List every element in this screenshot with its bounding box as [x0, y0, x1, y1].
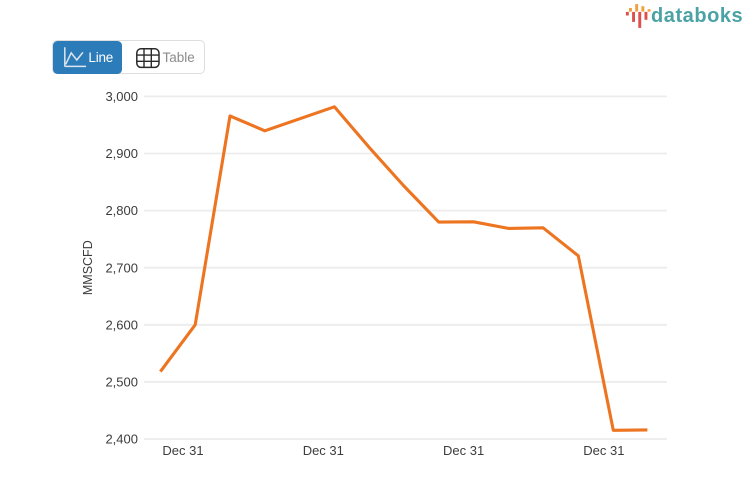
svg-text:2,800: 2,800: [105, 203, 138, 218]
svg-text:Dec 31: Dec 31: [303, 443, 344, 458]
svg-text:3,000: 3,000: [105, 89, 138, 104]
svg-text:Dec 31: Dec 31: [443, 443, 484, 458]
svg-text:2,600: 2,600: [105, 317, 138, 332]
svg-text:2,700: 2,700: [105, 260, 138, 275]
svg-text:2,500: 2,500: [105, 375, 138, 390]
svg-text:MMSCFD: MMSCFD: [81, 240, 95, 295]
svg-text:2,400: 2,400: [105, 432, 138, 447]
svg-text:2,900: 2,900: [105, 146, 138, 161]
svg-text:Dec 31: Dec 31: [162, 443, 203, 458]
svg-text:Dec 31: Dec 31: [583, 443, 624, 458]
